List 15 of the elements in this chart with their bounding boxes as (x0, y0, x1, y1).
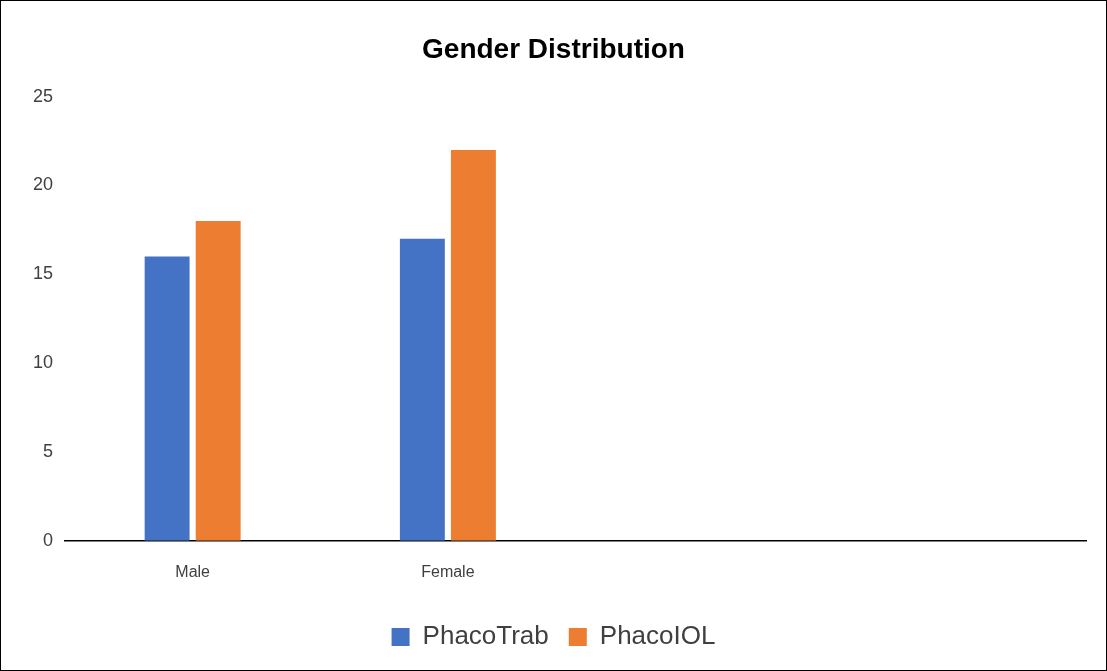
y-tick-label: 20 (32, 174, 54, 195)
bar (195, 220, 241, 541)
bar (450, 149, 496, 541)
y-tick-label: 0 (43, 529, 54, 550)
y-tick-label: 15 (32, 263, 54, 284)
bar (144, 256, 190, 541)
x-tick-label: Female (421, 562, 475, 580)
y-tick-label: 25 (32, 85, 54, 106)
chart-title: Gender Distribution (422, 32, 685, 64)
legend-label: PhacoTrab (422, 620, 549, 651)
x-tick-label: Male (175, 562, 211, 580)
legend-label: PhacoIOL (599, 620, 716, 651)
y-tick-label: 10 (32, 352, 54, 373)
y-tick-label: 5 (43, 440, 54, 461)
bar (399, 238, 445, 541)
